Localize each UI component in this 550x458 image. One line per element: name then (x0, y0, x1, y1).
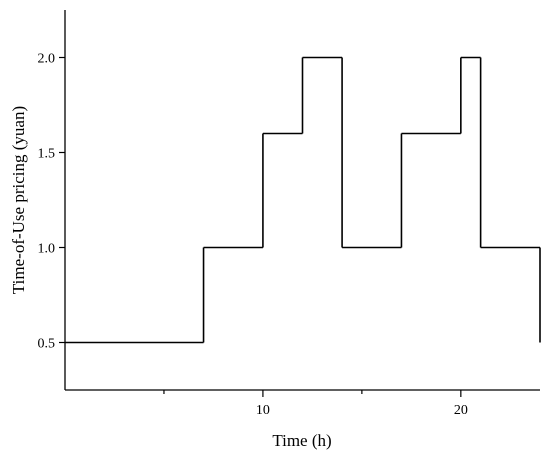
y-tick-label: 2.0 (38, 52, 56, 67)
x-tick-label: 20 (454, 403, 468, 418)
y-tick-label: 0.5 (38, 337, 56, 352)
y-axis-title: Time-of-Use pricing (yuan) (9, 106, 28, 294)
x-tick-label: 10 (256, 403, 270, 418)
y-tick-label: 1.5 (38, 147, 56, 162)
y-ticks: 0.5 1.0 1.5 2.0 (38, 52, 65, 352)
y-tick-label: 1.0 (38, 242, 56, 257)
x-axis-title: Time (h) (272, 431, 331, 450)
series-group (65, 56, 541, 344)
x-ticks: 10 20 (163, 390, 468, 418)
